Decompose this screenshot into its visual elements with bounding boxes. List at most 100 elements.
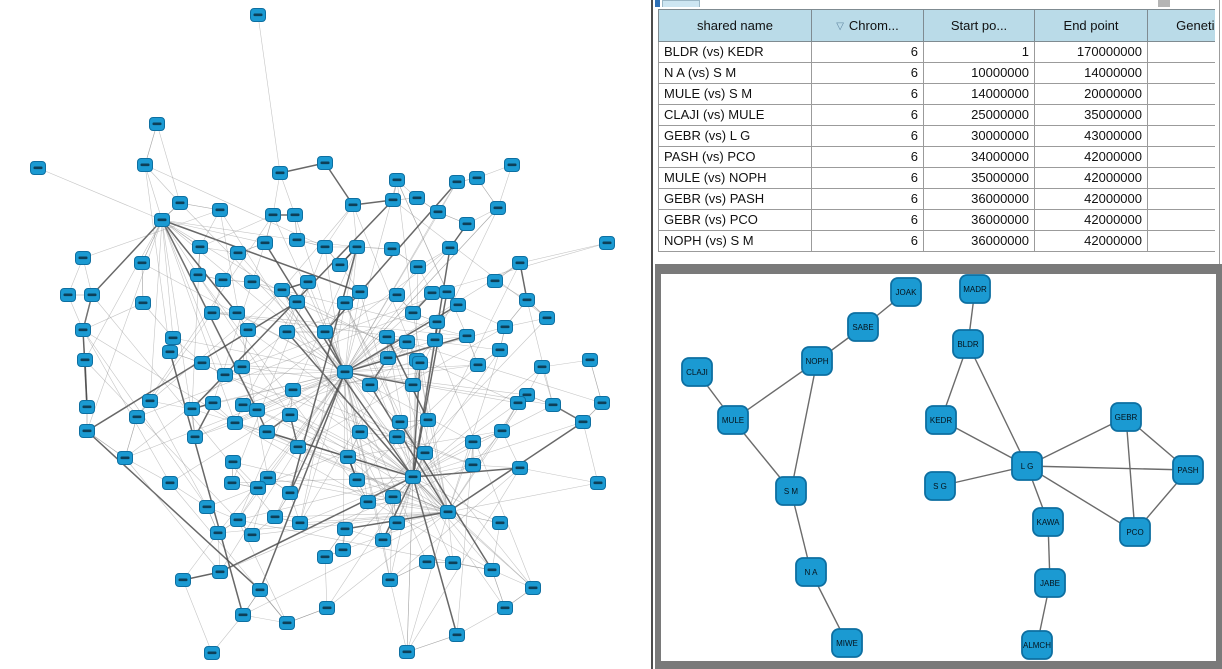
table-cell[interactable]: 5.9 [1147, 104, 1222, 126]
table-cell[interactable]: 14000000 [923, 83, 1035, 105]
graph-edge[interactable] [1125, 416, 1136, 533]
table-cell[interactable]: 9.9 [1147, 230, 1222, 252]
graph-edge[interactable] [1026, 465, 1189, 471]
table-cell[interactable]: 43000000 [1034, 125, 1148, 147]
graph-node[interactable] [847, 312, 879, 342]
mapping-table-header[interactable]: shared name ▽ Chrom... Start po... End point… [658, 9, 1222, 42]
table-cell[interactable]: PASH (vs) PCO [658, 146, 812, 168]
table-cell[interactable]: 35000000 [1034, 104, 1148, 126]
table-cell[interactable]: 30000000 [923, 125, 1035, 147]
mapping-table[interactable]: shared name ▽ Chrom... Start po... End point… [658, 9, 1222, 252]
table-cell[interactable]: GEBR (vs) PASH [658, 188, 812, 210]
table-cell[interactable]: 42000000 [1034, 230, 1148, 252]
graph-node[interactable] [924, 471, 956, 501]
column-header[interactable]: Genetic... [1147, 9, 1222, 42]
graph-node[interactable] [831, 628, 863, 658]
graph-node[interactable] [959, 274, 991, 304]
panel-background[interactable] [661, 274, 1216, 661]
table-row[interactable]: BLDR (vs) KEDR61170000000192.0 [658, 41, 1222, 63]
graph-edge[interactable] [967, 343, 1028, 467]
table-cell[interactable]: 10.5 [1147, 167, 1222, 189]
table-row[interactable]: GEBR (vs) PCO636000000420000008.4 [658, 209, 1222, 231]
table-cell[interactable]: CLAJI (vs) MULE [658, 104, 812, 126]
graph-node[interactable] [952, 329, 984, 359]
table-row[interactable]: CLAJI (vs) MULE625000000350000005.9 [658, 104, 1222, 126]
graph-node[interactable] [1119, 517, 1151, 547]
table-cell[interactable]: 36000000 [923, 230, 1035, 252]
graph-node[interactable] [717, 405, 749, 435]
table-cell[interactable]: NOPH (vs) S M [658, 230, 812, 252]
table-cell[interactable]: MULE (vs) S M [658, 83, 812, 105]
column-header[interactable]: ▽ Chrom... [811, 9, 924, 42]
table-cell[interactable]: 42000000 [1034, 188, 1148, 210]
table-cell[interactable]: 14000000 [1034, 62, 1148, 84]
table-row[interactable]: GEBR (vs) L G6300000004300000016.9 [658, 125, 1222, 147]
table-cell[interactable]: 6 [811, 104, 924, 126]
table-cell[interactable]: 36000000 [923, 188, 1035, 210]
table-cell[interactable]: 11.4 [1147, 146, 1222, 168]
table-cell[interactable]: 1 [923, 41, 1035, 63]
mapping-table-body[interactable]: BLDR (vs) KEDR61170000000192.0N A (vs) S… [658, 41, 1222, 252]
table-cell[interactable]: 16.9 [1147, 125, 1222, 147]
table-cell[interactable]: 6 [811, 41, 924, 63]
table-cell[interactable]: 6 [811, 83, 924, 105]
graph-node[interactable] [1034, 568, 1066, 598]
table-cell[interactable]: 34000000 [923, 146, 1035, 168]
graph-edge[interactable] [790, 360, 818, 492]
table-cell[interactable]: N A (vs) S M [658, 62, 812, 84]
table-cell[interactable]: 170000000 [1034, 41, 1148, 63]
table-cell[interactable]: 6 [811, 62, 924, 84]
table-row[interactable]: NOPH (vs) S M636000000420000009.9 [658, 230, 1222, 252]
table-cell[interactable]: 6 [811, 146, 924, 168]
graph-node[interactable] [681, 357, 713, 387]
table-cell[interactable]: 6 [811, 209, 924, 231]
network-view-main[interactable] [0, 0, 651, 669]
table-cell[interactable]: 36000000 [923, 209, 1035, 231]
table-cell[interactable]: 6.6 [1147, 62, 1222, 84]
table-cell[interactable]: MULE (vs) NOPH [658, 167, 812, 189]
table-row[interactable]: MULE (vs) S M614000000200000007.5 [658, 83, 1222, 105]
table-cell[interactable]: 6 [811, 230, 924, 252]
table-cell[interactable]: 42000000 [1034, 209, 1148, 231]
graph-edge[interactable] [1026, 416, 1127, 467]
table-cell[interactable]: 8.9 [1147, 188, 1222, 210]
table-cell[interactable]: 192.0 [1147, 41, 1222, 63]
graph-node[interactable] [1011, 451, 1043, 481]
table-cell[interactable]: 42000000 [1034, 146, 1148, 168]
table-cell[interactable]: 6 [811, 167, 924, 189]
table-cell[interactable]: 7.5 [1147, 83, 1222, 105]
column-header[interactable]: End point [1034, 9, 1148, 42]
graph-node[interactable] [1021, 630, 1053, 660]
network-view-secondary[interactable]: JOAK SABE NOPH CLAJI MULE MADR BLDR KEDR GEBR L G… [655, 264, 1222, 669]
graph-node[interactable] [1032, 507, 1064, 537]
table-cell[interactable]: 20000000 [1034, 83, 1148, 105]
table-cell[interactable]: 10000000 [923, 62, 1035, 84]
graph-node[interactable] [890, 277, 922, 307]
graph-node[interactable] [1110, 402, 1142, 432]
table-cell[interactable]: BLDR (vs) KEDR [658, 41, 812, 63]
filter-icon[interactable]: ▽ [836, 21, 844, 32]
main-network-canvas[interactable] [0, 0, 651, 669]
table-cell[interactable]: 42000000 [1034, 167, 1148, 189]
graph-node[interactable] [775, 476, 807, 506]
graph-node[interactable] [795, 557, 827, 587]
graph-node[interactable] [925, 405, 957, 435]
table-scroll-gutter[interactable] [1215, 0, 1222, 264]
table-cell[interactable]: GEBR (vs) PCO [658, 209, 812, 231]
column-header[interactable]: Start po... [923, 9, 1035, 42]
table-cell[interactable]: 6 [811, 125, 924, 147]
graph-edge[interactable] [1026, 465, 1136, 533]
table-row[interactable]: GEBR (vs) PASH636000000420000008.9 [658, 188, 1222, 210]
table-cell[interactable]: 25000000 [923, 104, 1035, 126]
graph-node[interactable] [1172, 455, 1204, 485]
table-cell[interactable]: GEBR (vs) L G [658, 125, 812, 147]
table-row[interactable]: N A (vs) S M610000000140000006.6 [658, 62, 1222, 84]
table-cell[interactable]: 35000000 [923, 167, 1035, 189]
table-cell[interactable]: 8.4 [1147, 209, 1222, 231]
column-header[interactable]: shared name [658, 9, 812, 42]
table-row[interactable]: PASH (vs) PCO6340000004200000011.4 [658, 146, 1222, 168]
table-row[interactable]: MULE (vs) NOPH6350000004200000010.5 [658, 167, 1222, 189]
graph-node[interactable] [801, 346, 833, 376]
table-cell[interactable]: 6 [811, 188, 924, 210]
